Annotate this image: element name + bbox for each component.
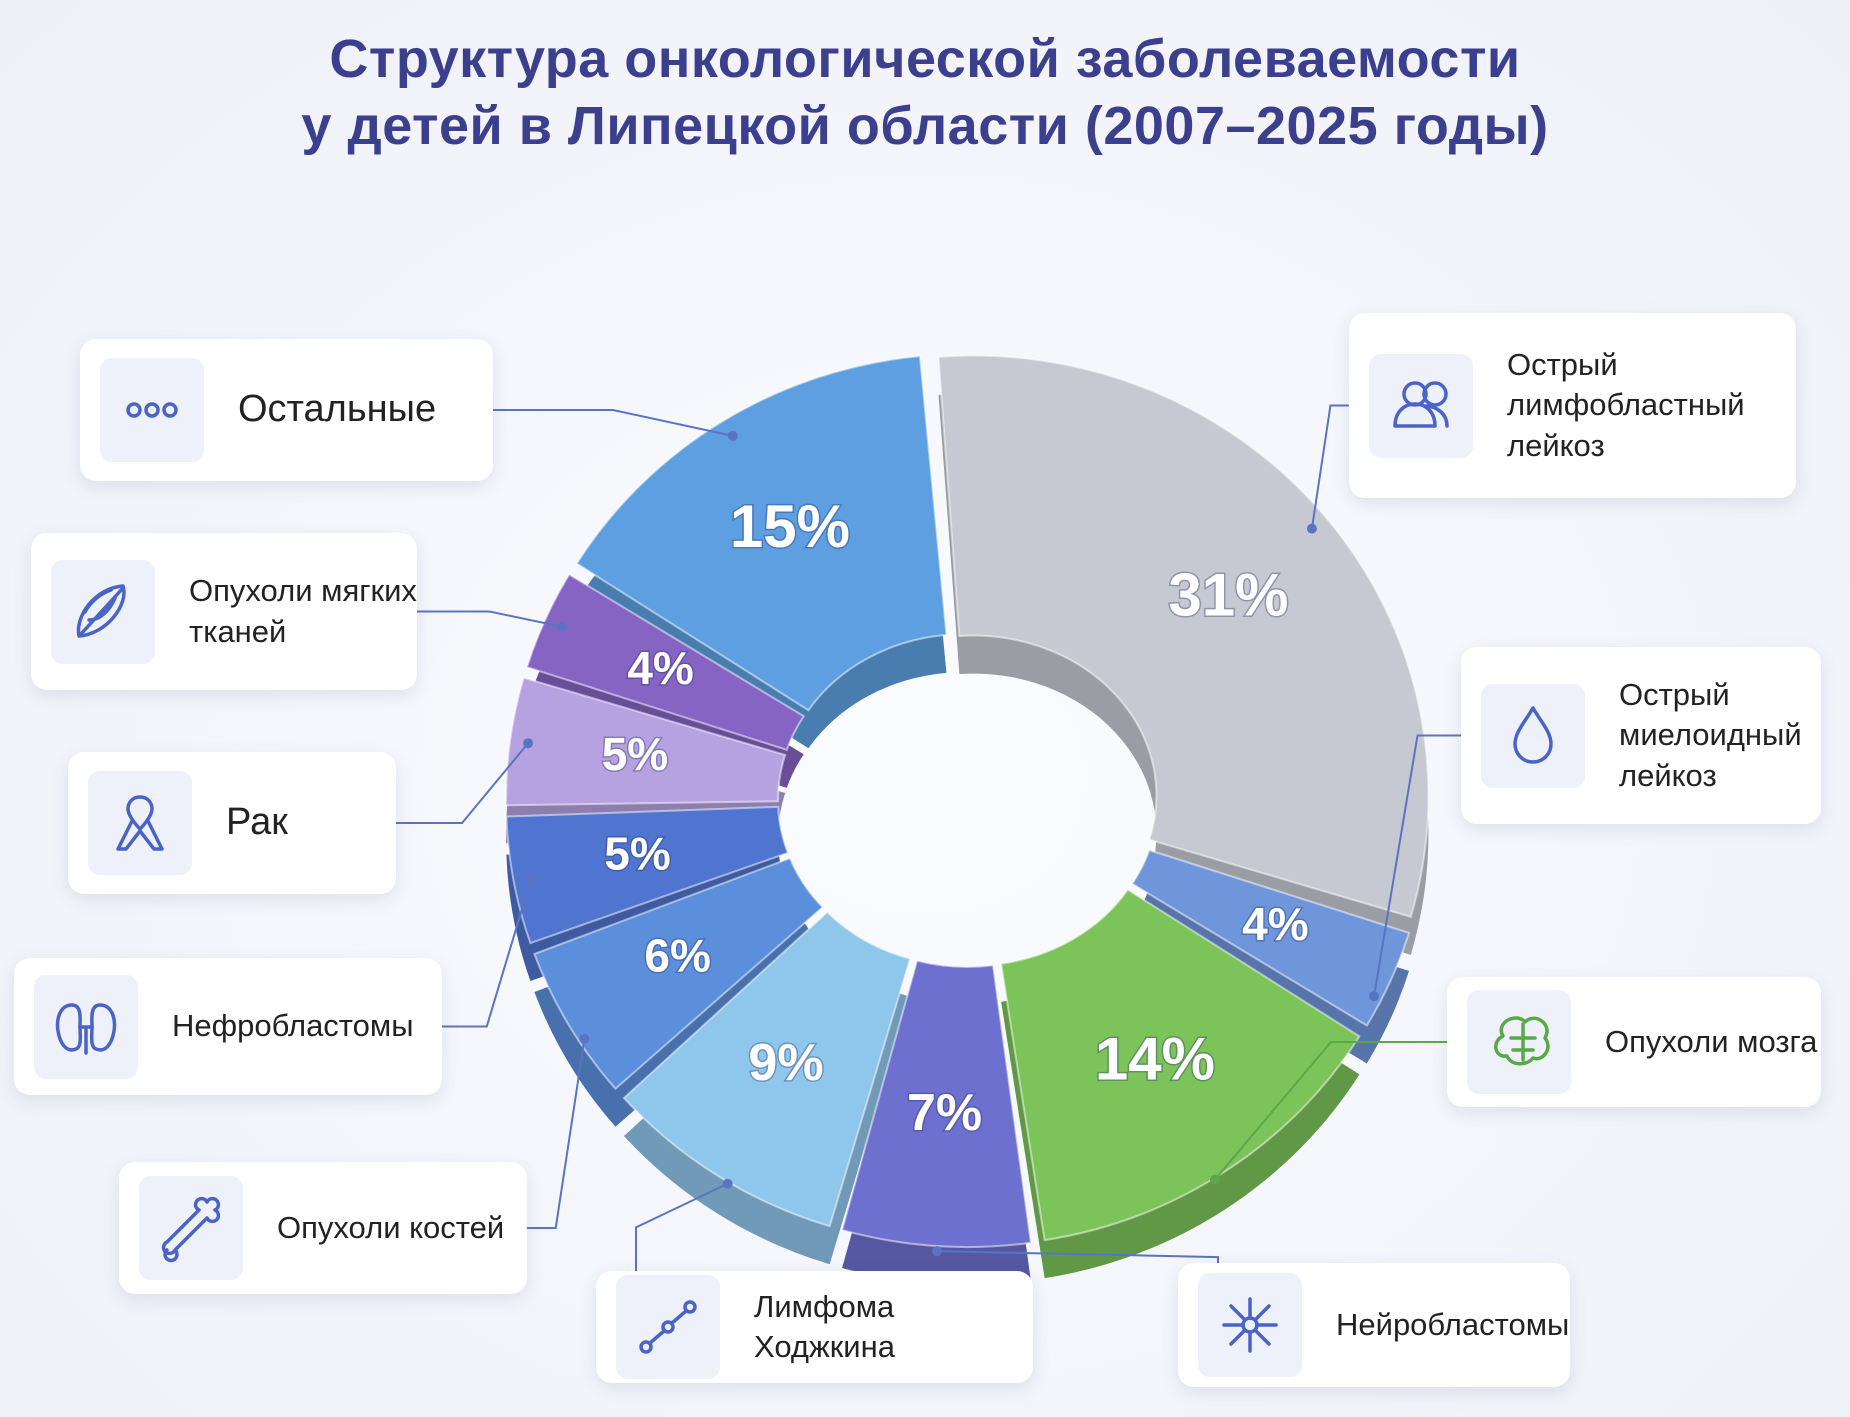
slice [525,573,806,752]
legend-card: Опухоли костей [119,1162,527,1294]
legend-icon [1481,683,1585,788]
legend-label: Острый лимфобластный лейкоз [1507,347,1745,463]
connector-dot [526,872,537,883]
legend-card: Нефробластомы [14,958,442,1095]
connector [417,610,563,628]
legend-label: Остальные [238,388,437,431]
legend-icon [100,358,204,462]
value-label: 5% [604,827,670,879]
slice-depth [1132,888,1410,1064]
legend-card: Остальные [80,339,493,481]
connector [1310,404,1349,529]
slice [533,856,825,1091]
legend-icon [1198,1273,1302,1377]
legend-card: Лимфома Ходжкина [596,1271,1033,1383]
legend-icon [1467,990,1571,1094]
slice [1130,848,1411,1027]
icon [76,583,126,638]
slice [505,805,790,945]
icon [161,1196,221,1263]
legend-icon [51,559,155,664]
icon [55,1002,117,1055]
slice [937,354,1430,919]
legend-card: Нейробластомы [1178,1263,1570,1387]
connector-dot [722,1178,733,1189]
icon [1393,380,1449,428]
connector [635,1182,729,1271]
icon [116,795,164,851]
legend-card: Опухоли мягких тканей [31,533,417,690]
connector-dot [727,430,738,441]
connector-dot [1306,523,1317,534]
legend-label: Опухоли мозга [1605,1023,1818,1059]
value-label: 14% [1095,1025,1215,1092]
connector-dot [932,1246,943,1257]
legend-card: Опухоли мозга [1447,977,1821,1107]
legend-label: Рак [226,801,288,844]
value-label: 15% [730,493,850,560]
legend-card: Рак [68,752,396,894]
legend-label: Лимфома Ходжкина [754,1288,895,1364]
connector-dot [1209,1174,1220,1185]
connector [527,1038,586,1229]
legend-card: Острый миелоидный лейкоз [1461,647,1821,824]
icon [1513,705,1553,764]
connectors [396,404,1461,1271]
slice [1000,888,1361,1242]
value-label: 7% [907,1084,982,1142]
connector [396,742,529,824]
value-label: 4% [627,642,693,694]
legend-label: Острый миелоидный лейкоз [1619,677,1802,793]
connector [937,1250,1219,1263]
legend-icon [34,974,138,1079]
legend-label: Опухоли мягких тканей [189,573,417,649]
legend-icon [1369,353,1473,458]
connector [1373,734,1461,997]
connector [493,409,734,437]
slice [840,959,1032,1248]
slice [575,355,948,712]
chart-title: у детей в Липецкой области (2007–2025 го… [301,96,1549,156]
slices: 31% 4% 14% 7% 9% 6% 5% 5% 4% 15% [505,354,1430,1248]
legend-icon [139,1176,243,1280]
icon [639,1300,697,1354]
connector-dot [556,621,567,632]
legend-label: Опухоли костей [277,1209,505,1245]
chart-title: Структура онкологической заболеваемости [329,29,1521,89]
connector-dot [1369,991,1380,1002]
value-label: 9% [748,1034,823,1092]
legend-label: Нейробластомы [1336,1306,1570,1342]
legend-icon [616,1275,720,1379]
icon [1494,1016,1550,1066]
value-label: 6% [644,930,710,982]
slice [505,676,787,807]
value-label: 5% [602,728,668,780]
connector [442,877,533,1028]
legend-icon [88,771,192,875]
connector [1214,1041,1447,1181]
connector-dot [579,1033,590,1044]
icon [126,402,178,418]
value-label: 31% [1168,561,1288,628]
connector-dot [523,738,534,749]
legend-card: Острый лимфобластный лейкоз [1349,313,1796,498]
icon [1222,1297,1278,1353]
slice [622,910,912,1228]
value-label: 4% [1242,898,1308,950]
legend-label: Нефробластомы [172,1008,414,1044]
